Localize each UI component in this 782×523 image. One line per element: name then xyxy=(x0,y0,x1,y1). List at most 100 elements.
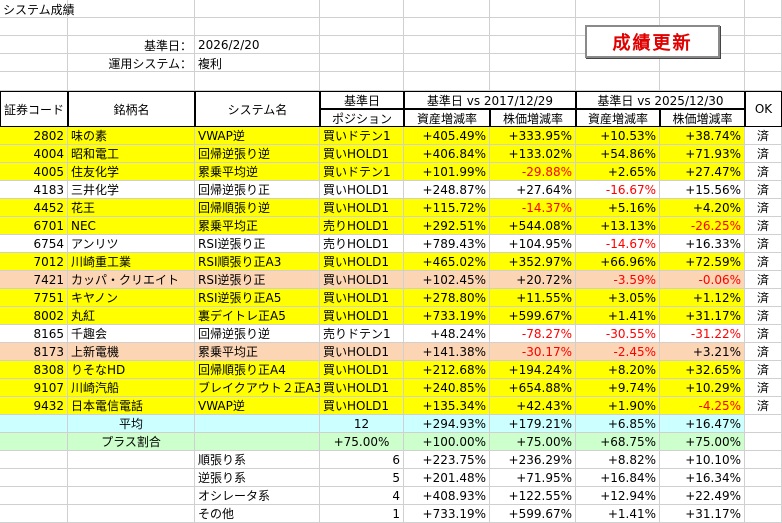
table-cell: -30.55% xyxy=(576,325,660,343)
header-cell: 基準日 vs 2017/12/29 xyxy=(404,91,576,109)
header-cell: OK xyxy=(745,91,782,127)
table-cell: +10.29% xyxy=(660,379,745,397)
header-cell: 株価増減率 xyxy=(660,109,745,127)
grid-cell xyxy=(320,36,404,54)
system-value: 複利 xyxy=(198,56,223,71)
table-cell: カッパ・クリエイト xyxy=(68,271,195,289)
table-cell: 9432 xyxy=(0,397,68,415)
table-cell: 累乗平均逆 xyxy=(195,163,320,181)
table-cell: 回帰逆張り逆 xyxy=(195,145,320,163)
refresh-button[interactable]: 成績更新 xyxy=(585,25,720,58)
table-cell: 丸紅 xyxy=(68,307,195,325)
header-cell: ポジション xyxy=(320,109,404,127)
summary-value: +100.00% xyxy=(404,433,490,451)
table-cell: 済 xyxy=(745,163,782,181)
grid-cell xyxy=(404,72,490,91)
table-cell: 昭和電工 xyxy=(68,145,195,163)
header-cell: 資産増減率 xyxy=(576,109,660,127)
table-cell: 買いHOLD1 xyxy=(320,181,404,199)
table-cell: 4005 xyxy=(0,163,68,181)
table-cell: +141.38% xyxy=(404,343,490,361)
group-count: 5 xyxy=(320,469,404,487)
table-cell: 済 xyxy=(745,145,782,163)
table-cell: +66.96% xyxy=(576,253,660,271)
grid-cell xyxy=(195,72,320,91)
table-cell: 6754 xyxy=(0,235,68,253)
header-cell: システム名 xyxy=(195,91,320,127)
grid-cell xyxy=(576,0,660,18)
grid-cell xyxy=(576,72,660,91)
table-cell: 済 xyxy=(745,235,782,253)
table-cell: -78.27% xyxy=(490,325,576,343)
table-cell: 8002 xyxy=(0,307,68,325)
table-cell: -31.22% xyxy=(660,325,745,343)
table-cell: 8173 xyxy=(0,343,68,361)
table-cell: 済 xyxy=(745,379,782,397)
table-cell: 済 xyxy=(745,271,782,289)
group-label: 逆張り系 xyxy=(195,469,320,487)
table-cell: RSI逆張り正A5 xyxy=(195,289,320,307)
table-cell: +15.56% xyxy=(660,181,745,199)
table-cell: -16.67% xyxy=(576,181,660,199)
table-cell: +465.02% xyxy=(404,253,490,271)
header-cell: 株価増減率 xyxy=(490,109,576,127)
table-cell: 7751 xyxy=(0,289,68,307)
summary-label: プラス割合 xyxy=(68,433,195,451)
table-cell: 味の素 xyxy=(68,127,195,145)
table-cell: 4452 xyxy=(0,199,68,217)
group-value: +16.84% xyxy=(576,469,660,487)
grid-cell xyxy=(745,487,782,505)
table-cell: 7012 xyxy=(0,253,68,271)
table-cell: 買いHOLD1 xyxy=(320,343,404,361)
header-cell: 証券コード xyxy=(0,91,68,127)
grid-cell xyxy=(490,0,576,18)
table-cell: 買いHOLD1 xyxy=(320,289,404,307)
table-cell: 済 xyxy=(745,199,782,217)
base-date-label: 基準日： xyxy=(143,38,192,53)
table-cell: 済 xyxy=(745,217,782,235)
table-cell: 裏デイトレ正A5 xyxy=(195,307,320,325)
table-cell: -14.37% xyxy=(490,199,576,217)
grid-cell xyxy=(320,54,404,72)
table-cell: +42.43% xyxy=(490,397,576,415)
grid-cell xyxy=(745,18,782,36)
table-cell: 済 xyxy=(745,307,782,325)
grid-cell xyxy=(0,505,68,523)
table-cell: 三井化学 xyxy=(68,181,195,199)
table-cell: +9.74% xyxy=(576,379,660,397)
group-value: +236.29% xyxy=(490,451,576,469)
grid-cell xyxy=(490,36,576,54)
table-cell: 8165 xyxy=(0,325,68,343)
group-count: 4 xyxy=(320,487,404,505)
grid-cell xyxy=(745,54,782,72)
table-cell: 住友化学 xyxy=(68,163,195,181)
table-cell: 売りHOLD1 xyxy=(320,235,404,253)
grid-cell xyxy=(0,18,68,36)
table-cell: +72.59% xyxy=(660,253,745,271)
table-cell: +2.65% xyxy=(576,163,660,181)
grid-cell xyxy=(660,54,745,72)
table-cell: +212.68% xyxy=(404,361,490,379)
group-count: 6 xyxy=(320,451,404,469)
table-cell: 7421 xyxy=(0,271,68,289)
table-cell: 累乗平均正 xyxy=(195,343,320,361)
table-cell: +71.93% xyxy=(660,145,745,163)
table-cell: +10.53% xyxy=(576,127,660,145)
table-cell: +292.51% xyxy=(404,217,490,235)
grid-cell xyxy=(68,469,195,487)
table-cell: 累乗平均正 xyxy=(195,217,320,235)
table-cell: +38.74% xyxy=(660,127,745,145)
grid-cell xyxy=(68,505,195,523)
table-cell: -26.25% xyxy=(660,217,745,235)
group-value: +201.48% xyxy=(404,469,490,487)
table-cell: キヤノン xyxy=(68,289,195,307)
table-cell: +3.05% xyxy=(576,289,660,307)
grid-cell xyxy=(0,469,68,487)
grid-cell xyxy=(320,0,404,18)
grid-cell xyxy=(320,18,404,36)
table-cell: +406.84% xyxy=(404,145,490,163)
table-cell: -2.45% xyxy=(576,343,660,361)
table-cell: NEC xyxy=(68,217,195,235)
summary-value: +179.21% xyxy=(490,415,576,433)
group-value: +12.94% xyxy=(576,487,660,505)
